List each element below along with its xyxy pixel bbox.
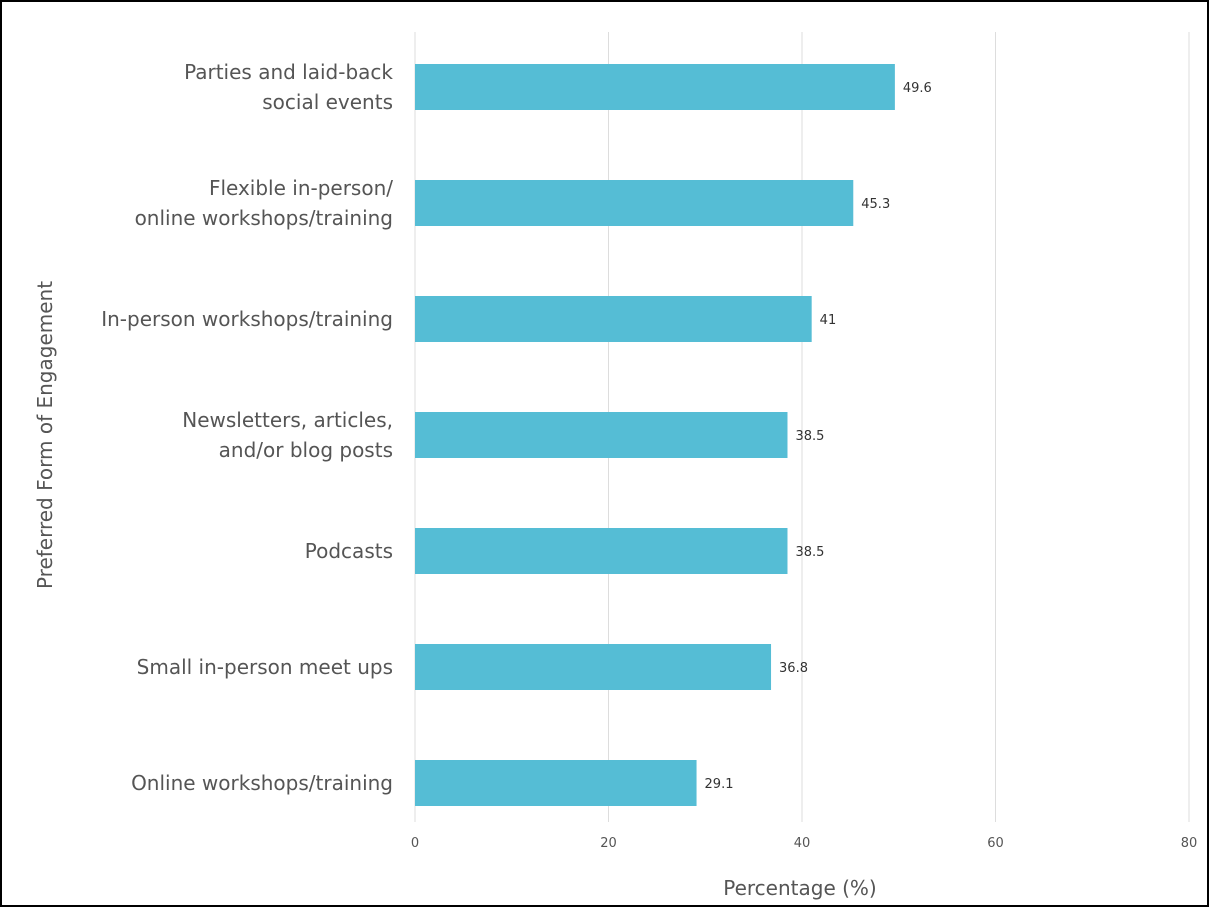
category-label-line: Newsletters, articles, xyxy=(182,408,393,432)
category-labels: Parties and laid-back social events Flexib… xyxy=(101,60,393,795)
category-label-line: Flexible in-person/ xyxy=(209,176,393,200)
category-label-line: Podcasts xyxy=(305,539,393,563)
category-label-line: In-person workshops/training xyxy=(101,307,393,331)
data-label: 38.5 xyxy=(795,545,824,560)
gridlines xyxy=(414,32,1190,822)
category-label: Small in-person meet ups xyxy=(137,655,393,679)
category-label-line: Parties and laid-back xyxy=(184,60,393,84)
category-label: Flexible in-person/online workshops/trai… xyxy=(135,176,394,230)
category-label-line: Small in-person meet ups xyxy=(137,655,393,679)
x-tick-label: 0 xyxy=(411,836,419,851)
x-tick-labels: 0 20 40 60 80 xyxy=(411,836,1197,851)
bar xyxy=(415,528,788,574)
category-label: Online workshops/training xyxy=(131,771,393,795)
x-tick-label: 40 xyxy=(794,836,811,851)
category-label-line: Online workshops/training xyxy=(131,771,393,795)
x-tick-label: 20 xyxy=(600,836,617,851)
data-labels: 49.6 45.3 41 38.5 38.5 36.8 29.1 xyxy=(705,81,932,792)
category-label-line: social events xyxy=(262,90,393,114)
bar xyxy=(415,296,812,342)
category-label-line: online workshops/training xyxy=(135,206,393,230)
category-label: Newsletters, articles, and/or blog posts xyxy=(182,408,393,462)
data-label: 45.3 xyxy=(861,197,890,212)
bar xyxy=(415,180,854,226)
category-label: Parties and laid-back social events xyxy=(184,60,393,114)
data-label: 36.8 xyxy=(779,661,808,676)
x-tick-label: 60 xyxy=(987,836,1004,851)
x-tick-label: 80 xyxy=(1181,836,1198,851)
category-label: Podcasts xyxy=(305,539,393,563)
data-label: 41 xyxy=(820,313,837,328)
x-axis-title: Percentage (%) xyxy=(723,876,876,900)
bar xyxy=(415,644,772,690)
data-label: 49.6 xyxy=(903,81,932,96)
data-label: 38.5 xyxy=(795,429,824,444)
bar xyxy=(415,64,895,110)
bar xyxy=(415,760,697,806)
category-label-line: and/or blog posts xyxy=(219,438,393,462)
data-label: 29.1 xyxy=(705,777,734,792)
bars xyxy=(415,64,895,806)
bar xyxy=(415,412,788,458)
y-axis-title: Preferred Form of Engagement xyxy=(33,281,57,589)
category-label: In-person workshops/training xyxy=(101,307,393,331)
